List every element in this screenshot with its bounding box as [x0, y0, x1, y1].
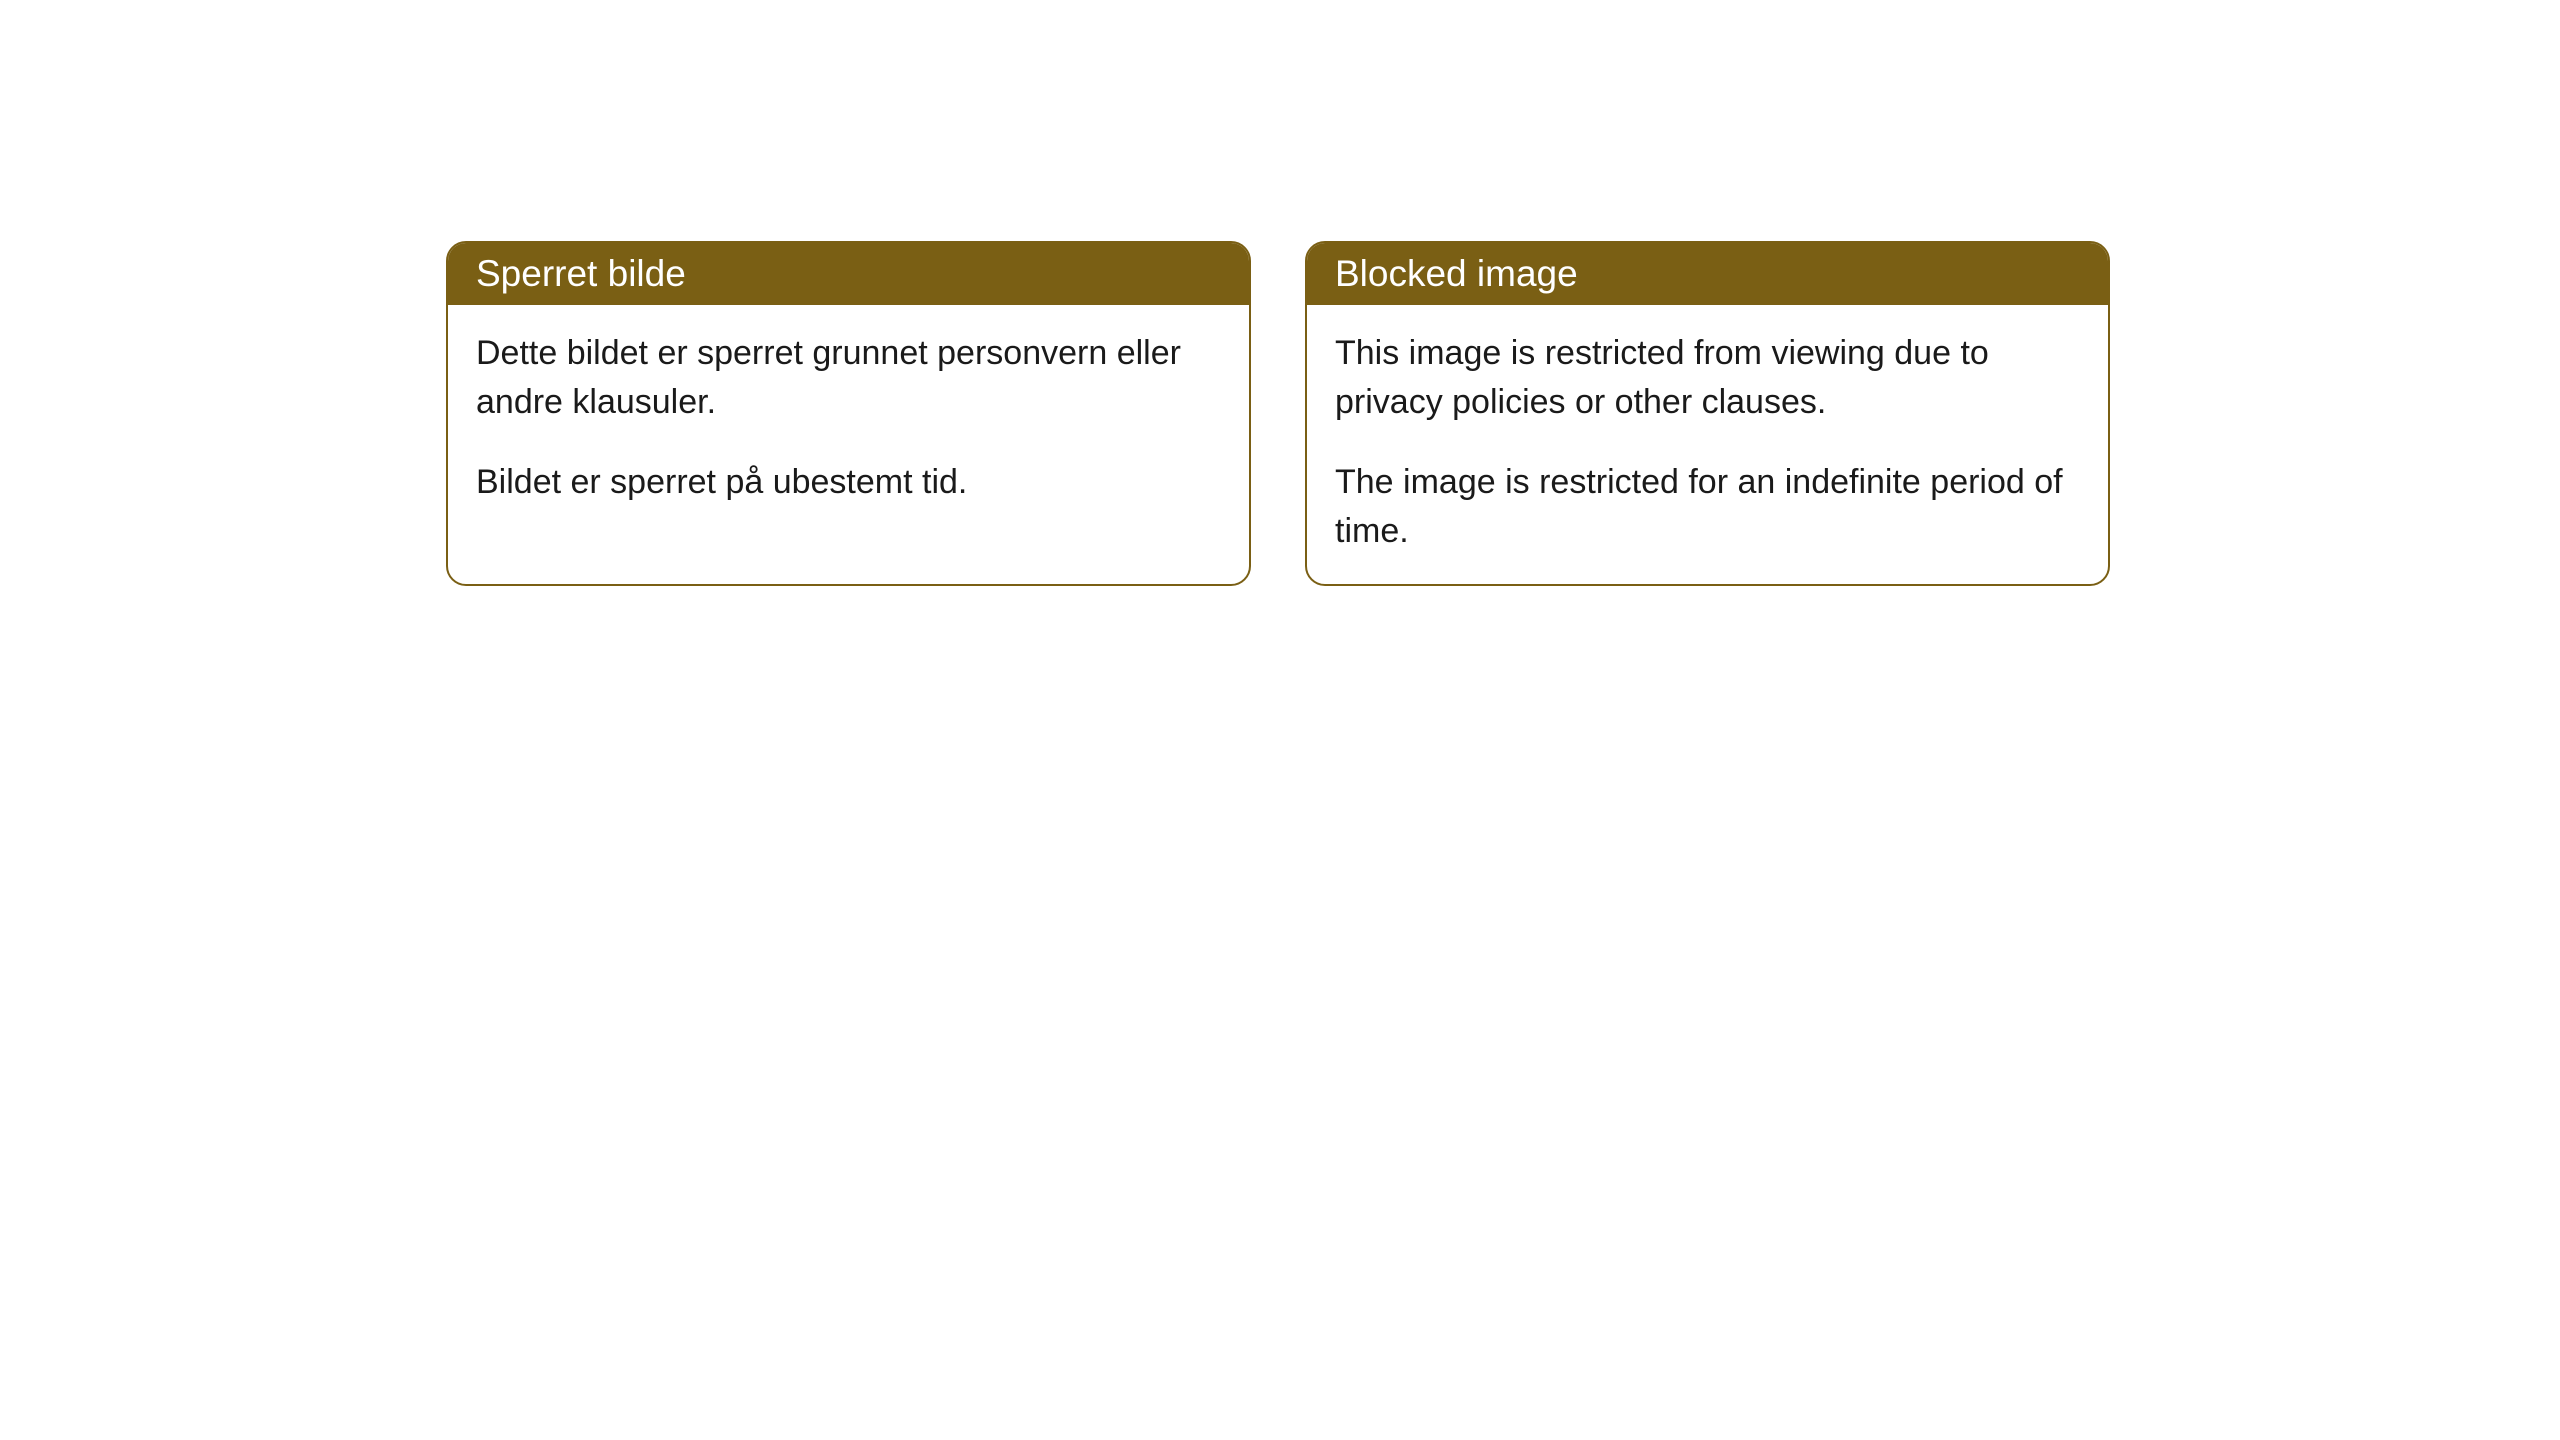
card-header-english: Blocked image	[1307, 243, 2108, 305]
card-header-norwegian: Sperret bilde	[448, 243, 1249, 305]
card-body-norwegian: Dette bildet er sperret grunnet personve…	[448, 305, 1249, 547]
blocked-image-card-english: Blocked image This image is restricted f…	[1305, 241, 2110, 586]
card-body-english: This image is restricted from viewing du…	[1307, 305, 2108, 584]
blocked-image-card-norwegian: Sperret bilde Dette bildet er sperret gr…	[446, 241, 1251, 586]
card-paragraph2-english: The image is restricted for an indefinit…	[1335, 458, 2080, 557]
card-title-english: Blocked image	[1335, 253, 1578, 294]
card-title-norwegian: Sperret bilde	[476, 253, 686, 294]
cards-container: Sperret bilde Dette bildet er sperret gr…	[0, 0, 2560, 586]
card-paragraph2-norwegian: Bildet er sperret på ubestemt tid.	[476, 458, 1221, 507]
card-paragraph1-norwegian: Dette bildet er sperret grunnet personve…	[476, 329, 1221, 428]
card-paragraph1-english: This image is restricted from viewing du…	[1335, 329, 2080, 428]
